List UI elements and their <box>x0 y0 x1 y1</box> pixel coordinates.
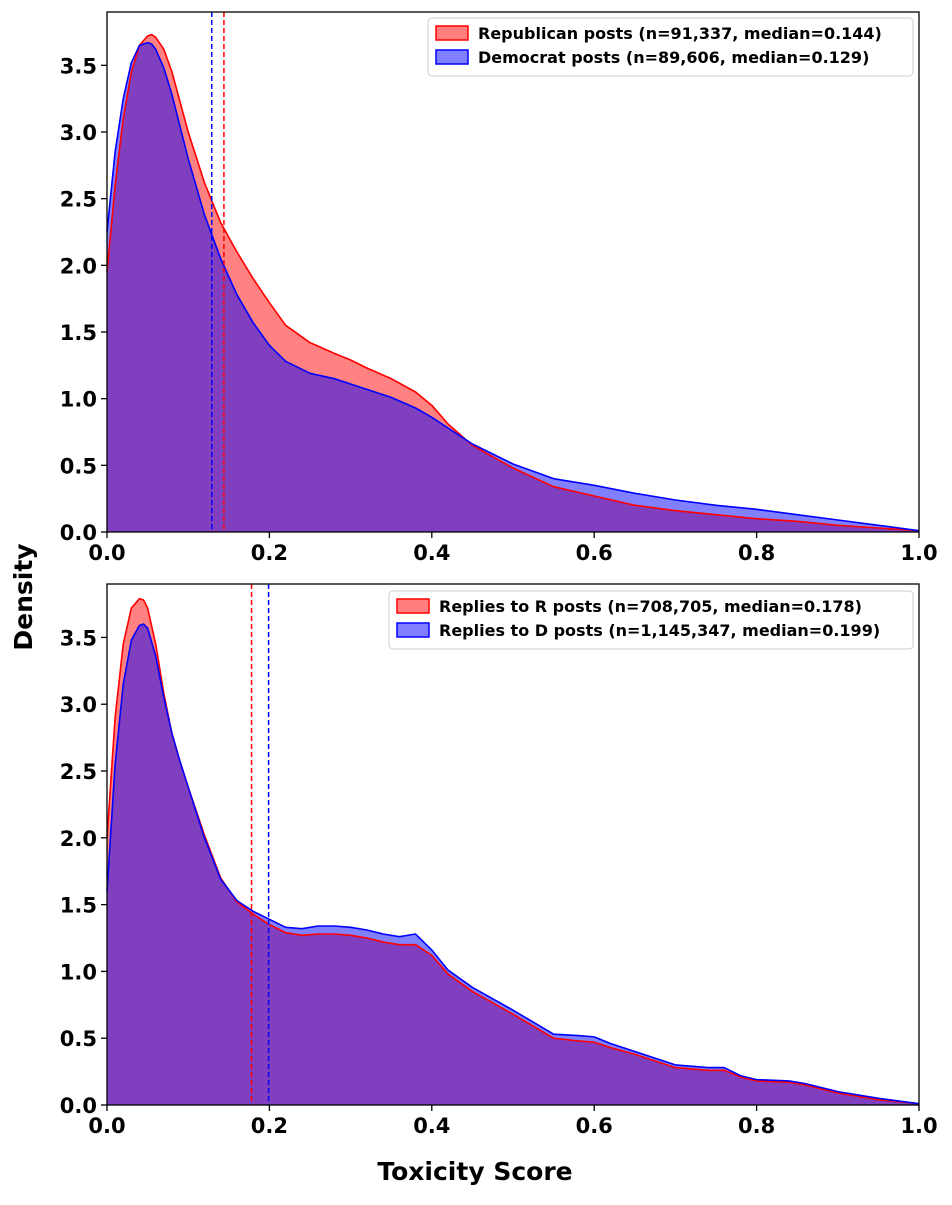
panel-1-ytick-label: 3.5 <box>60 54 97 78</box>
panel-2: 0.0 0.2 0.4 0.6 0.8 1.0 0.0 0.5 1.0 1.5 2.0 2.5 3.0 3… <box>60 583 938 1138</box>
figure-xlabel: Toxicity Score <box>377 1157 572 1186</box>
panel-2-legend-box <box>388 590 914 650</box>
panel-1-overlap-area <box>107 42 919 533</box>
panel-1-xtick-label: 0.8 <box>738 541 775 565</box>
panel-1-ytick-label: 3.0 <box>60 121 97 145</box>
panel-2-xtick-label: 0.8 <box>738 1114 775 1138</box>
panel-2-overlap-area <box>107 624 919 1105</box>
panel-2-xtick-label: 1.0 <box>900 1114 937 1138</box>
panel-1-ytick-label: 1.5 <box>60 321 97 345</box>
panel-1-legend-box <box>427 17 914 77</box>
panel-2-ytick-label: 3.0 <box>60 693 97 717</box>
panel-2-ytick-label: 0.5 <box>60 1027 97 1051</box>
panel-1-legend-label-red: Republican posts (n=91,337, median=0.144… <box>478 24 882 43</box>
panel-1-legend-swatch-blue <box>435 49 469 65</box>
figure-ylabel: Density <box>9 543 38 650</box>
panel-2-ytick-label: 0.0 <box>60 1094 97 1118</box>
panel-1-xtick-label: 0.4 <box>413 541 450 565</box>
panel-2-ytick-label: 2.0 <box>60 827 97 851</box>
panel-2-xtick-label: 0.6 <box>576 1114 613 1138</box>
panel-2-xtick-label: 0.0 <box>88 1114 125 1138</box>
panel-2-xtick-label: 0.4 <box>413 1114 450 1138</box>
panel-1-xtick-label: 0.0 <box>88 541 125 565</box>
panel-2-xtick-label: 0.2 <box>251 1114 288 1138</box>
panel-1-legend-swatch-red <box>435 25 469 41</box>
panel-1-xtick-label: 1.0 <box>900 541 937 565</box>
panel-2-ytick-label: 2.5 <box>60 760 97 784</box>
panel-1-ytick-label: 0.5 <box>60 454 97 478</box>
panel-2-line-red <box>106 597 920 1105</box>
panel-1-frame <box>106 11 920 533</box>
panel-2-line-blue <box>106 623 920 1105</box>
panel-2-legend: Replies to R posts (n=708,705, median=0.… <box>388 590 914 650</box>
panel-2-ytick-label: 1.0 <box>60 960 97 984</box>
panel-2-legend-label-red: Replies to R posts (n=708,705, median=0.… <box>439 597 862 616</box>
panel-2-legend-label-blue: Replies to D posts (n=1,145,347, median=… <box>439 621 880 640</box>
panel-1-legend: Republican posts (n=91,337, median=0.144… <box>427 17 914 77</box>
panel-2-ytick-label: 1.5 <box>60 894 97 918</box>
panel-1-ytick-label: 2.5 <box>60 188 97 212</box>
panel-1-legend-label-blue: Democrat posts (n=89,606, median=0.129) <box>478 48 869 67</box>
panel-2-ytick-label: 3.5 <box>60 626 97 650</box>
panel-2-legend-swatch-red <box>396 598 430 614</box>
panel-1-ytick-label: 0.0 <box>60 521 97 545</box>
panel-1-line-blue <box>106 41 920 532</box>
panel-1-xtick-label: 0.6 <box>576 541 613 565</box>
panel-1: 0.0 0.2 0.4 0.6 0.8 1.0 0.0 0.5 1.0 1.5 2.0 2.5 3.0 3… <box>60 11 938 565</box>
panel-1-ytick-label: 2.0 <box>60 254 97 278</box>
panel-1-xtick-label: 0.2 <box>251 541 288 565</box>
panel-1-ytick-label: 1.0 <box>60 388 97 412</box>
panel-2-frame <box>106 583 920 1106</box>
panel-1-line-red <box>106 33 920 532</box>
panel-2-legend-swatch-blue <box>396 622 430 638</box>
